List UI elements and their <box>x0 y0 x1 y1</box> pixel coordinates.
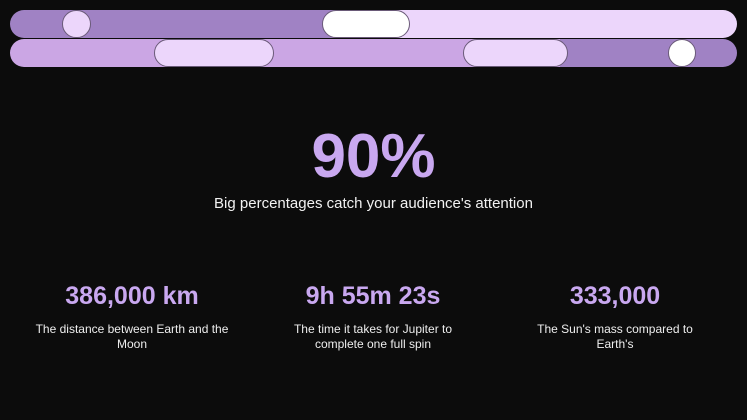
bar-pill <box>154 39 274 67</box>
bar-row-2-dark <box>560 39 737 67</box>
stat-description: The distance between Earth and the Moon <box>35 322 229 351</box>
stat-description: The time it takes for Jupiter to complet… <box>293 322 453 351</box>
bar-pill <box>463 39 568 67</box>
stat-value: 333,000 <box>569 282 661 310</box>
stat-description: The Sun's mass compared to Earth's <box>537 322 693 351</box>
bar-row-1-light <box>390 10 737 38</box>
bar-row-1-dark <box>10 10 350 38</box>
stat-value: 9h 55m 23s <box>305 282 441 310</box>
hero-value: 90% <box>311 122 436 191</box>
bar-pill <box>62 10 91 38</box>
hero-caption: Big percentages catch your audience's at… <box>214 195 533 212</box>
bar-pill <box>322 10 410 38</box>
bar-pill <box>668 39 696 67</box>
stat-value: 386,000 km <box>65 282 199 310</box>
